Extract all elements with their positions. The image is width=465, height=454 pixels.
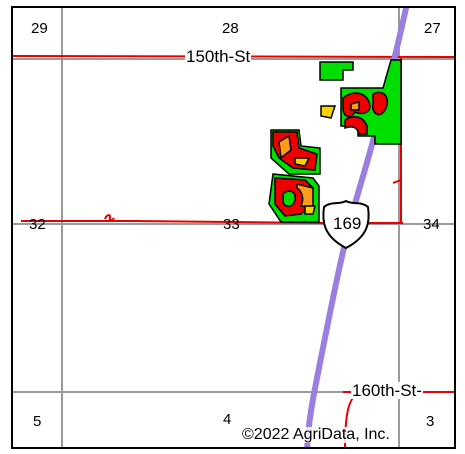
field-middle-yellow	[294, 157, 311, 167]
crop-fields	[268, 59, 402, 223]
copyright-notice: ©2022 AgriData, Inc.	[242, 426, 390, 443]
section-33-label: 33	[223, 216, 240, 233]
section-34-label: 34	[423, 216, 440, 233]
road-east-tick	[392, 179, 402, 184]
section-32-label: 32	[29, 216, 46, 233]
field-top-green	[319, 61, 354, 81]
field-east-red-3	[344, 115, 368, 135]
field-east-red-2	[371, 91, 389, 116]
section-5-label: 5	[33, 413, 42, 430]
map-frame: 29 28 27 32 33 34 5 4 3 150th-St 160th-S…	[11, 6, 456, 449]
road-label-150th-st: 150th-St	[185, 47, 252, 66]
field-east-orange	[350, 101, 360, 111]
field-south-yellow	[304, 205, 316, 215]
road-middle-squiggle	[104, 214, 115, 222]
section-4-label: 4	[223, 411, 232, 428]
highway-shield-number: 169	[333, 214, 362, 233]
map-canvas	[13, 8, 454, 447]
section-27-label: 27	[424, 20, 441, 37]
section-29-label: 29	[31, 20, 48, 37]
section-28-label: 28	[222, 20, 239, 37]
field-middle-orange	[278, 134, 292, 160]
us-highway-shield	[322, 199, 370, 250]
field-south-green-island	[282, 190, 297, 207]
field-east-yellow	[320, 105, 337, 119]
road-label-160th-st: 160th-St-	[351, 381, 423, 400]
section-3-label: 3	[426, 413, 435, 430]
